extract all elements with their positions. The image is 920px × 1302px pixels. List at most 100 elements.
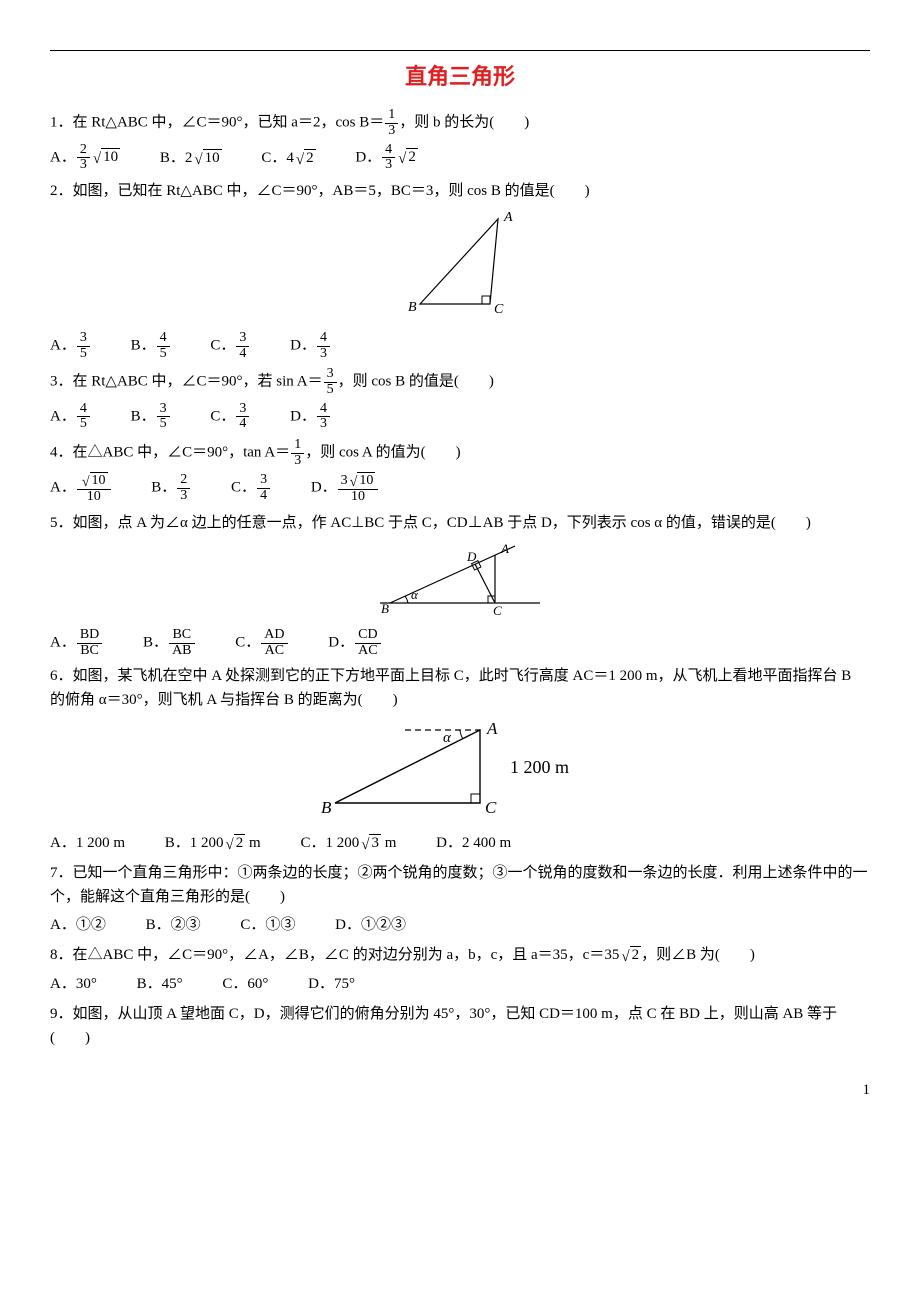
- q7-options: A．①② B．②③ C．①③ D．①②③: [50, 913, 870, 938]
- q6-lb: B: [321, 798, 332, 817]
- q6-opt-c: C．1 2003 m: [300, 831, 396, 855]
- q6-options: A．1 200 m B．1 2002 m C．1 2003 m D．2 400 …: [50, 830, 870, 855]
- q3-opt-c: C．34: [210, 402, 250, 432]
- q3-fn: 3: [324, 367, 337, 383]
- q7-opt-c: C．①③: [240, 913, 295, 937]
- q5-oc: C．: [235, 634, 260, 650]
- q6-oc-post: m: [381, 835, 396, 851]
- q4-af: 1010: [77, 472, 111, 504]
- q2-cf-d: 4: [236, 347, 249, 362]
- q5-lb: B: [381, 601, 389, 616]
- q6-od: D．2 400 m: [436, 835, 511, 851]
- q9-text: 9．如图，从山顶 A 望地面 C，D，测得它们的俯角分别为 45°，30°，已知…: [50, 1006, 837, 1046]
- q4-b: ，则 cos A 的值为( ): [305, 445, 460, 461]
- q4-bfd: 3: [177, 489, 190, 504]
- q4-df: 31010: [338, 472, 379, 504]
- q6-text: 6．如图，某飞机在空中 A 处探测到它的正下方地平面上目标 C，此时飞行高度 A…: [50, 668, 851, 708]
- q1-a-frac-num: 2: [77, 143, 90, 159]
- q4-dfd: 10: [338, 490, 379, 505]
- q4-dfn-sqrt: 10: [348, 472, 376, 489]
- q1-d-pre: D．: [355, 149, 381, 165]
- q2: 2．如图，已知在 Rt△ABC 中，∠C＝90°，AB＝5，BC＝3，则 cos…: [50, 179, 870, 203]
- q4-oc: C．: [231, 480, 256, 496]
- q3-od: D．: [290, 408, 316, 424]
- q2-af-d: 5: [77, 347, 90, 362]
- q5-bfn: BC: [169, 628, 194, 644]
- q5-ob: B．: [143, 634, 168, 650]
- q2-lbl-c: C: [494, 302, 504, 317]
- q7-text: 7．已知一个直角三角形中：①两条边的长度；②两个锐角的度数；③一个锐角的度数和一…: [50, 865, 868, 905]
- q4-opt-b: B．23: [151, 473, 191, 503]
- q2-d: D．: [290, 338, 316, 354]
- q1-frac: 13: [385, 108, 398, 138]
- q4-bfn: 2: [177, 473, 190, 489]
- q4-od: D．: [311, 480, 337, 496]
- q4-dfn-rad: 10: [357, 472, 375, 488]
- q3-cf: 34: [236, 402, 249, 432]
- q1: 1．在 Rt△ABC 中，∠C＝90°，已知 a＝2，cos B＝13，则 b …: [50, 108, 870, 138]
- q4: 4．在△ABC 中，∠C＝90°，tan A＝13，则 cos A 的值为( ): [50, 438, 870, 468]
- q1-d-sqrt: 2: [396, 145, 418, 169]
- q2-af: 35: [77, 331, 90, 361]
- q2-cf-n: 3: [236, 331, 249, 347]
- q3-dfd: 3: [317, 417, 330, 432]
- q6-oc-rad: 3: [369, 834, 381, 852]
- q1-opt-b: B．2 10: [160, 146, 222, 170]
- q4-fn: 1: [291, 438, 304, 454]
- q3-cfd: 4: [236, 417, 249, 432]
- q8-opt-c: C．60°: [222, 972, 268, 996]
- q1-a-frac-den: 3: [77, 158, 90, 173]
- q6: 6．如图，某飞机在空中 A 处探测到它的正下方地平面上目标 C，此时飞行高度 A…: [50, 664, 870, 712]
- q5-figure: α A B C D: [50, 541, 870, 624]
- q1-frac-num: 1: [385, 108, 398, 124]
- q3-ob: B．: [131, 408, 156, 424]
- q1-b-rad: 10: [203, 149, 222, 167]
- q6-ob-pre: B．1 200: [165, 835, 224, 851]
- q4-opt-a: A．1010: [50, 472, 112, 504]
- q5-oa: A．: [50, 634, 76, 650]
- q3-oc: C．: [210, 408, 235, 424]
- q1-opt-c: C．42: [261, 146, 315, 170]
- q3-af: 45: [77, 402, 90, 432]
- q1-b-pre: B．2: [160, 150, 193, 166]
- q4-frac: 13: [291, 438, 304, 468]
- q5-df: CDAC: [355, 628, 380, 658]
- q4-opt-c: C．34: [231, 473, 271, 503]
- q5-opt-c: C．ADAC: [235, 628, 288, 658]
- q4-afn: 10: [77, 472, 111, 490]
- q8-rad: 2: [630, 946, 642, 964]
- q2-bf-n: 4: [157, 331, 170, 347]
- q7-opt-d: D．①②③: [335, 913, 406, 937]
- q4-afn-rad: 10: [90, 472, 108, 488]
- q8: 8．在△ABC 中，∠C＝90°，∠A，∠B，∠C 的对边分别为 a，b，c，且…: [50, 943, 870, 967]
- q5-options: A．BDBC B．BCAB C．ADAC D．CDAC: [50, 628, 870, 658]
- q5-lc: C: [493, 603, 502, 616]
- q1-opt-a: A．2310: [50, 143, 120, 173]
- q8-a: 8．在△ABC 中，∠C＝90°，∠A，∠B，∠C 的对边分别为 a，b，c，且…: [50, 947, 619, 963]
- q8-sqrt: 2: [619, 943, 641, 967]
- q5-af: BDBC: [77, 628, 102, 658]
- q1-text-a: 1．在 Rt△ABC 中，∠C＝90°，已知 a＝2，cos B＝: [50, 115, 384, 131]
- q2-opt-d: D．43: [290, 331, 331, 361]
- q5-dfd: AC: [355, 644, 380, 659]
- q1-c-sqrt: 2: [294, 146, 316, 170]
- q6-ob-rad: 2: [234, 834, 246, 852]
- q2-lbl-a: A: [503, 210, 513, 225]
- q1-b-sqrt: 10: [192, 146, 221, 170]
- q4-cfd: 4: [257, 489, 270, 504]
- q3-bfd: 5: [157, 417, 170, 432]
- q3-frac: 35: [324, 367, 337, 397]
- q1-frac-den: 3: [385, 124, 398, 139]
- q1-text-b: ，则 b 的长为( ): [399, 115, 529, 131]
- q2-bf: 45: [157, 331, 170, 361]
- q4-afd: 10: [77, 490, 111, 505]
- q3-opt-a: A．45: [50, 402, 91, 432]
- q5-od: D．: [328, 634, 354, 650]
- q5-afd: BC: [77, 644, 102, 659]
- q5-cfn: AD: [261, 628, 287, 644]
- q3-oa: A．: [50, 408, 76, 424]
- q2-options: A．35 B．45 C．34 D．43: [50, 331, 870, 361]
- q1-d-frac-num: 4: [382, 143, 395, 159]
- q6-lc: C: [485, 798, 497, 817]
- q3-dfn: 4: [317, 402, 330, 418]
